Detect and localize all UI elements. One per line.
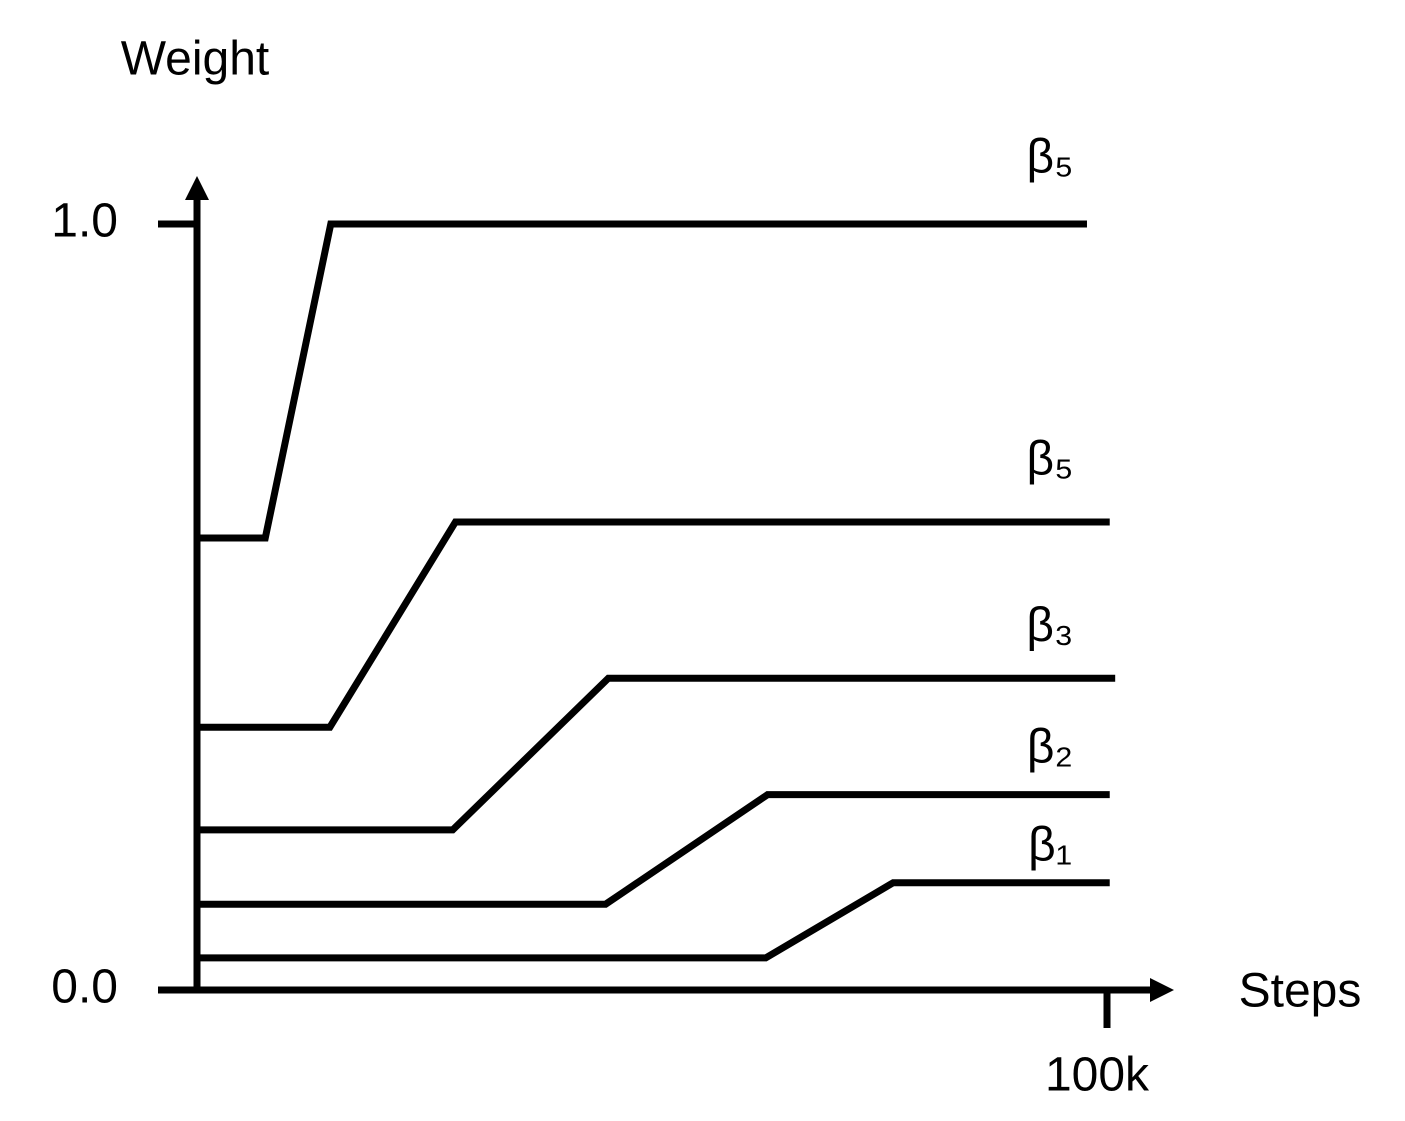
- x-axis-arrow: [1150, 978, 1174, 1002]
- series-label: β₃: [1026, 599, 1073, 652]
- series-label: β₅: [1027, 433, 1074, 486]
- y-tick-label: 0.0: [51, 961, 118, 1014]
- series-line: [197, 674, 1116, 834]
- y-tick-label: 1.0: [51, 195, 118, 248]
- y-axis-arrow: [185, 176, 209, 200]
- x-tick-label: 100k: [1045, 1049, 1150, 1102]
- series-line: [197, 879, 1110, 962]
- series-line: [197, 220, 1087, 542]
- series-line: [197, 518, 1110, 731]
- x-axis-label: Steps: [1239, 965, 1362, 1018]
- series-label: β₁: [1028, 818, 1072, 871]
- series-line: [197, 791, 1110, 908]
- series-label: β₅: [1027, 131, 1074, 184]
- series-label: β₂: [1027, 720, 1073, 773]
- y-axis-label: Weight: [121, 33, 270, 86]
